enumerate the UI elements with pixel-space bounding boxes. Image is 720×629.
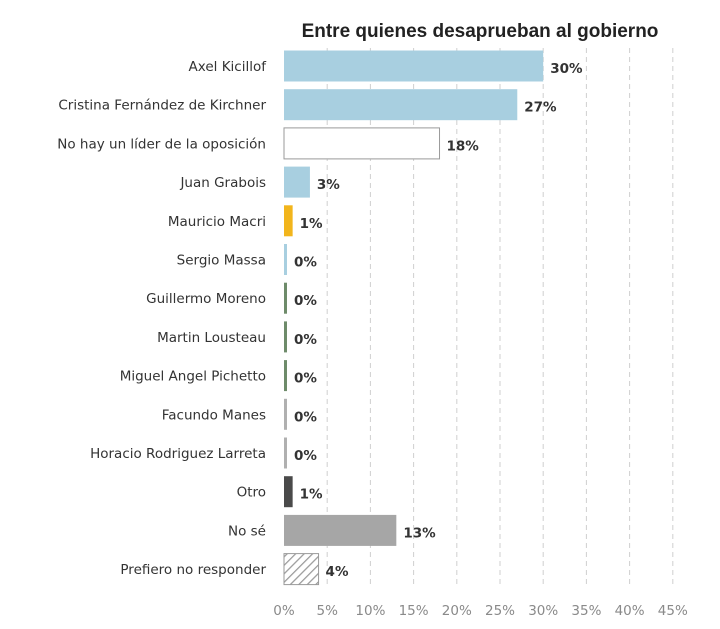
bar xyxy=(284,514,397,546)
bar xyxy=(284,89,518,121)
bar xyxy=(284,166,310,198)
value-label: 0% xyxy=(294,409,317,425)
bars: Axel Kicillof 30% Cristina Fernández de Ki… xyxy=(57,50,583,586)
bar xyxy=(284,398,287,430)
value-label: 0% xyxy=(294,293,317,309)
category-label: Facundo Manes xyxy=(162,407,266,423)
chart-title: Entre quienes desaprueban al gobierno xyxy=(302,21,659,42)
bar xyxy=(283,553,320,586)
bar xyxy=(284,437,287,469)
category-label: No sé xyxy=(228,523,266,539)
category-label: Juan Grabois xyxy=(179,175,266,191)
value-label: 1% xyxy=(300,216,323,232)
x-tick-label: 10% xyxy=(355,603,385,619)
value-label: 4% xyxy=(326,564,349,580)
category-label: Cristina Fernández de Kirchner xyxy=(58,98,266,114)
value-label: 18% xyxy=(447,138,480,154)
bar xyxy=(284,205,293,237)
value-label: 0% xyxy=(294,332,317,348)
bar xyxy=(284,476,293,508)
x-tick-label: 25% xyxy=(485,603,515,619)
x-tick-label: 30% xyxy=(528,603,558,619)
category-label: Martin Lousteau xyxy=(157,330,266,346)
category-label: Miguel Angel Pichetto xyxy=(120,369,266,385)
category-label: Otro xyxy=(237,485,266,501)
category-label: Prefiero no responder xyxy=(120,562,266,578)
x-tick-label: 5% xyxy=(316,603,338,619)
value-label: 0% xyxy=(294,255,317,271)
bar xyxy=(284,50,544,82)
category-label: Horacio Rodriguez Larreta xyxy=(90,446,266,462)
x-axis-ticks: 0% 5% 10% 15% 20% 25% 30% 35% 40% 45% xyxy=(273,603,688,619)
value-label: 3% xyxy=(317,177,340,193)
value-label: 27% xyxy=(524,100,557,116)
bar xyxy=(284,360,287,392)
value-label: 13% xyxy=(403,525,436,541)
value-label: 30% xyxy=(550,61,583,77)
bar xyxy=(283,127,441,160)
x-tick-label: 45% xyxy=(658,603,688,619)
x-tick-label: 40% xyxy=(615,603,645,619)
category-label: No hay un líder de la oposición xyxy=(57,136,266,152)
x-tick-label: 35% xyxy=(571,603,601,619)
category-label: Sergio Massa xyxy=(177,253,266,269)
x-tick-label: 15% xyxy=(399,603,429,619)
category-label: Axel Kicillof xyxy=(189,59,268,75)
bar xyxy=(284,282,287,314)
value-label: 0% xyxy=(294,371,317,387)
bar xyxy=(284,244,287,275)
bar xyxy=(284,321,287,353)
category-label: Guillermo Moreno xyxy=(146,291,266,307)
x-tick-label: 20% xyxy=(442,603,472,619)
x-tick-label: 0% xyxy=(273,603,295,619)
value-label: 1% xyxy=(300,487,323,503)
category-label: Mauricio Macri xyxy=(168,214,266,230)
value-label: 0% xyxy=(294,448,317,464)
